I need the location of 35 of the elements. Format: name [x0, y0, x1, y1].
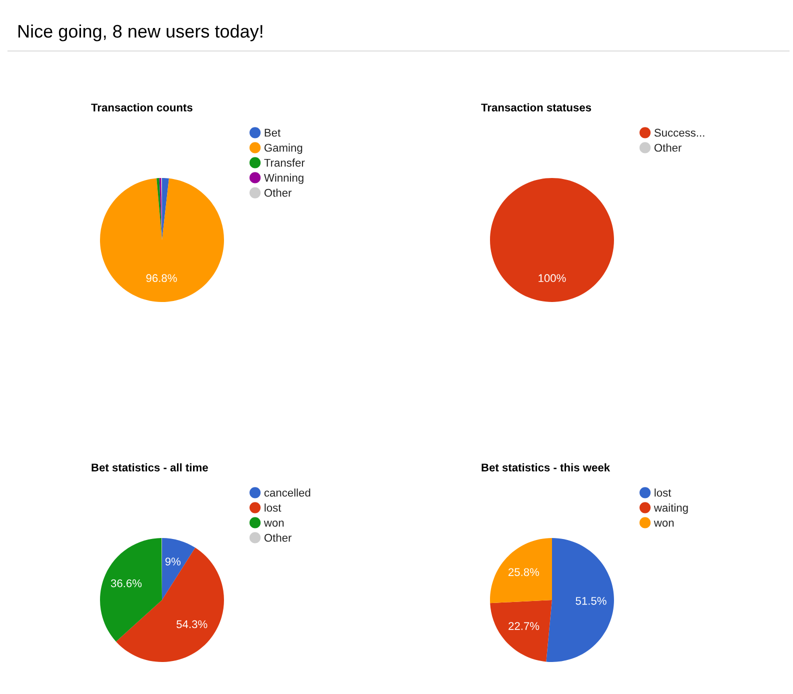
chart-title: Transaction counts [91, 103, 192, 112]
legend-label: won [264, 520, 284, 527]
data-label: 51.5% [576, 597, 606, 605]
legend-label: Bet [264, 128, 281, 137]
data-label: 25.8% [508, 568, 540, 576]
pie-slice [156, 178, 162, 240]
legend-label: waiting [654, 504, 688, 514]
pie-slice [490, 600, 552, 662]
pie-slice [490, 538, 552, 604]
legend-label: Success... [654, 128, 704, 137]
chart-title: Bet statistics - this week [482, 463, 610, 472]
legend-label: Gaming [264, 144, 302, 154]
pie-slice [162, 178, 169, 240]
pie-slice [100, 178, 224, 302]
legend-label: Other [264, 534, 292, 542]
legend-label: Other [654, 144, 682, 152]
pie-slice [100, 538, 162, 642]
chart-title: Bet statistics - all time [92, 463, 208, 472]
data-label: 100% [538, 274, 566, 282]
data-label: 36.6% [110, 579, 142, 588]
legend-label: cancelled [264, 488, 310, 497]
chart-title: Transaction statuses [481, 103, 592, 112]
data-label: 96.8% [146, 274, 177, 282]
legend-label: Transfer [264, 158, 305, 167]
pie-slice [162, 538, 196, 600]
legend-label: Winning [264, 174, 304, 184]
data-label: 22.7% [508, 622, 540, 630]
data-label: 54.3% [176, 620, 208, 628]
legend-label: lost [264, 504, 282, 512]
legend-label: lost [654, 488, 672, 497]
legend-label: won [654, 520, 674, 527]
text: Nice going, 8 new users today! [18, 24, 262, 42]
data-label: 9% [165, 558, 181, 566]
legend-label: Other [264, 188, 292, 197]
pie-slice [546, 538, 614, 662]
